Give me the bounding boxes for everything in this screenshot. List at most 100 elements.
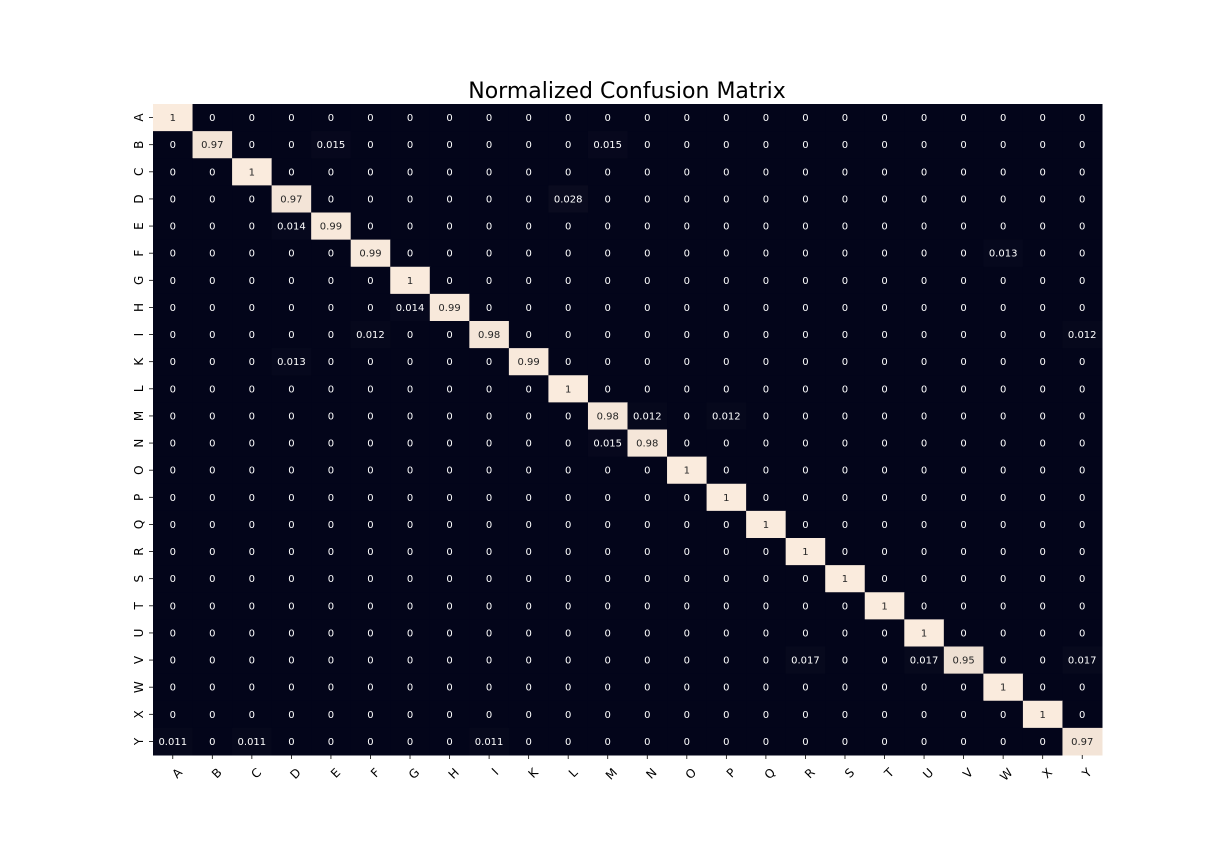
heatmap-cell-Q-U: [904, 510, 945, 539]
heatmap-cell-D-X: [1022, 185, 1063, 213]
heatmap-cell-W-V: [943, 673, 984, 702]
cell-value-label: 0: [763, 683, 769, 694]
heatmap-cell-C-H: [429, 158, 470, 186]
heatmap-cell-T-D: [271, 592, 312, 620]
cell-value-label: 0: [921, 113, 927, 124]
heatmap-cell-T-K: [508, 592, 549, 620]
heatmap-cell-D-C: [232, 185, 273, 213]
cell-value-label: 0: [802, 683, 808, 694]
cell-value-label: 0: [407, 439, 413, 450]
cell-value-label: 0.015: [317, 140, 346, 151]
cell-value-label: 0: [684, 276, 690, 287]
heatmap-cell-A-X: [1022, 104, 1063, 132]
cell-value-label: 0: [921, 439, 927, 450]
heatmap-cell-C-T: [864, 158, 905, 186]
x-tick-label-W: W: [997, 765, 1015, 783]
y-tick-label-G: G: [132, 276, 146, 285]
heatmap-cell-T-S: [825, 592, 866, 620]
heatmap-cell-P-S: [825, 483, 866, 512]
heatmap-cell-X-R: [785, 700, 826, 729]
heatmap-cell-P-P: [706, 483, 747, 512]
cell-value-label: 0: [1079, 222, 1085, 233]
cell-value-label: 0: [605, 547, 611, 558]
cell-value-label: 0: [249, 601, 255, 612]
heatmap-cell-L-L: [548, 375, 589, 403]
heatmap-cell-O-O: [667, 456, 708, 485]
cell-value-label: 0: [525, 520, 531, 531]
heatmap-cell-A-P: [706, 104, 747, 132]
cell-value-label: 0: [525, 439, 531, 450]
cell-value-label: 0: [605, 113, 611, 124]
heatmap-cell-Y-U: [904, 727, 945, 756]
heatmap-cell-L-S: [825, 375, 866, 403]
heatmap-cell-B-R: [785, 131, 826, 159]
cell-value-label: 0: [960, 411, 966, 422]
cell-value-label: 0: [605, 330, 611, 341]
y-tick-label-Y: Y: [132, 737, 146, 746]
cell-value-label: 0: [486, 466, 492, 477]
cell-value-label: 0: [565, 737, 571, 748]
cell-value-label: 0: [960, 384, 966, 395]
cell-value-label: 0: [249, 411, 255, 422]
heatmap-cell-T-Y: [1062, 592, 1103, 620]
heatmap-cell-B-N: [627, 131, 668, 159]
heatmap-cell-R-E: [311, 538, 352, 566]
cell-value-label: 1: [684, 466, 690, 477]
cell-value-label: 0: [1000, 439, 1006, 450]
cell-value-label: 0.015: [593, 140, 622, 151]
heatmap-cell-S-E: [311, 565, 352, 593]
cell-value-label: 0: [723, 439, 729, 450]
cell-value-label: 0: [209, 574, 215, 585]
cell-value-label: 0: [446, 167, 452, 178]
heatmap-cell-D-N: [627, 185, 668, 213]
heatmap-cell-L-P: [706, 375, 747, 403]
heatmap-cell-D-D: [271, 185, 312, 213]
heatmap-cell-M-G: [390, 402, 431, 430]
cell-value-label: 0.95: [952, 656, 974, 667]
cell-value-label: 0: [1079, 466, 1085, 477]
heatmap-cell-R-C: [232, 538, 273, 566]
cell-value-label: 0.98: [597, 411, 619, 422]
cell-value-label: 1: [407, 276, 413, 287]
cell-value-label: 0: [723, 303, 729, 314]
cell-value-label: 0: [565, 493, 571, 504]
cell-value-label: 0: [170, 493, 176, 504]
cell-value-label: 0: [1040, 411, 1046, 422]
cell-value-label: 0: [1040, 547, 1046, 558]
heatmap-cell-H-C: [232, 293, 273, 322]
heatmap-cell-V-V: [943, 646, 984, 675]
y-tick-label-K: K: [132, 357, 146, 366]
heatmap-cell-Q-X: [1022, 510, 1063, 539]
cell-value-label: 0: [367, 357, 373, 368]
cell-value-label: 0: [486, 520, 492, 531]
heatmap-cell-F-Y: [1062, 239, 1103, 268]
heatmap-cell-P-C: [232, 483, 273, 512]
heatmap-cell-M-O: [667, 402, 708, 430]
heatmap-cell-U-H: [429, 619, 470, 647]
heatmap-cell-P-E: [311, 483, 352, 512]
cell-value-label: 0: [209, 249, 215, 260]
cell-value-label: 0: [1000, 384, 1006, 395]
cell-value-label: 0: [367, 303, 373, 314]
cell-value-label: 0: [288, 167, 294, 178]
heatmap-cell-N-B: [192, 429, 233, 458]
heatmap-cell-C-S: [825, 158, 866, 186]
cell-value-label: 0: [644, 357, 650, 368]
heatmap-cell-R-Q: [746, 538, 787, 566]
cell-value-label: 0: [921, 547, 927, 558]
heatmap-cell-A-W: [983, 104, 1024, 132]
heatmap-cell-L-U: [904, 375, 945, 403]
y-tick-label-P: P: [132, 494, 146, 501]
y-tick-label-B: B: [132, 141, 146, 149]
cell-value-label: 0: [328, 249, 334, 260]
heatmap-cell-C-R: [785, 158, 826, 186]
cell-value-label: 0.98: [478, 330, 500, 341]
heatmap-cell-W-I: [469, 673, 510, 702]
cell-value-label: 0: [486, 411, 492, 422]
heatmap-cell-T-H: [429, 592, 470, 620]
heatmap-cell-X-H: [429, 700, 470, 729]
cell-value-label: 0: [921, 574, 927, 585]
cell-value-label: 0: [288, 710, 294, 721]
heatmap-cell-D-T: [864, 185, 905, 213]
cell-value-label: 0: [486, 710, 492, 721]
